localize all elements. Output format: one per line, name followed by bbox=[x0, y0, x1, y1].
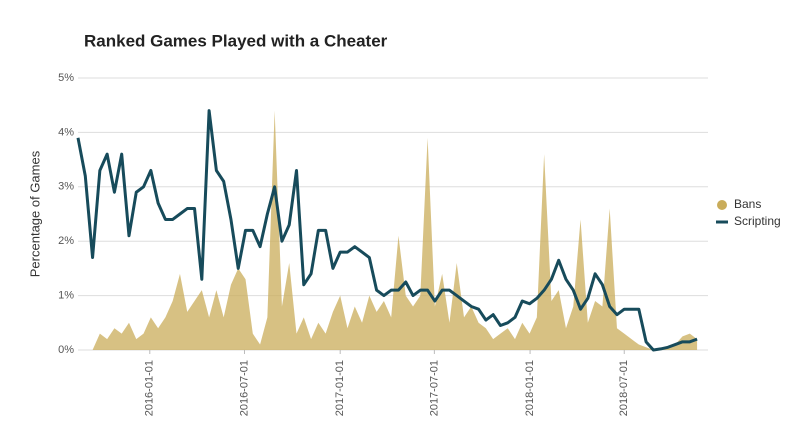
line bbox=[76, 109, 698, 352]
y-tick-label: 2% bbox=[58, 235, 74, 247]
y-tick-label: 0% bbox=[58, 344, 74, 356]
legend-label: Bans bbox=[734, 197, 761, 211]
x-tick-label: 2017-01-01 bbox=[334, 360, 346, 416]
x-tick-label: 2018-01-01 bbox=[524, 360, 536, 416]
chart-title: Ranked Games Played with a Cheater bbox=[84, 31, 388, 50]
y-tick-label: 1% bbox=[58, 290, 74, 302]
area bbox=[78, 110, 698, 350]
y-tick-label: 5% bbox=[58, 72, 74, 84]
y-axis-title: Percentage of Games bbox=[27, 150, 42, 277]
x-tick-label: 2016-07-01 bbox=[238, 360, 250, 416]
x-tick-label: 2018-07-01 bbox=[618, 360, 630, 416]
x-tick-label: 2016-01-01 bbox=[144, 360, 156, 416]
x-tick-label: 2017-07-01 bbox=[428, 360, 440, 416]
y-tick-label: 4% bbox=[58, 126, 74, 138]
legend-swatch bbox=[717, 200, 727, 210]
legend-label: Scripting bbox=[734, 214, 781, 228]
y-tick-label: 3% bbox=[58, 181, 74, 193]
